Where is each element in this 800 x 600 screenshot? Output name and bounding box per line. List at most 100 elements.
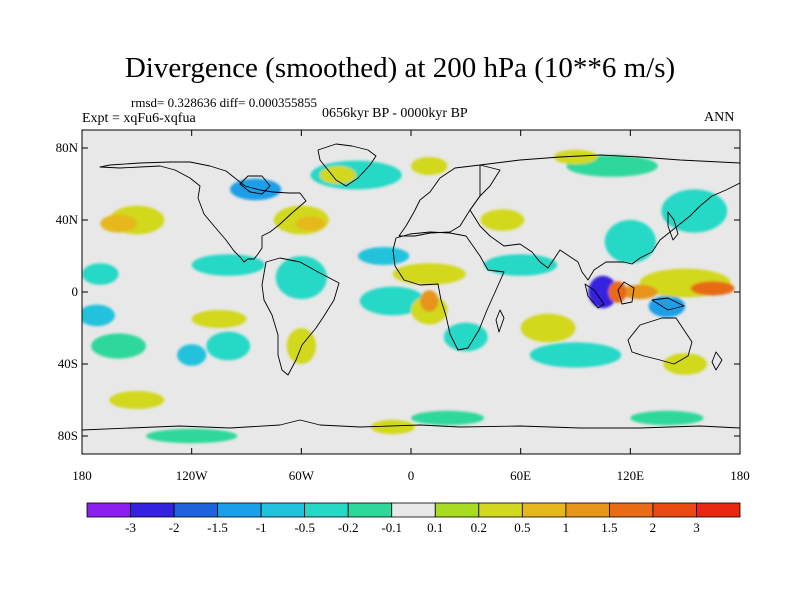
colorbar-swatch — [86, 502, 131, 518]
period-label: 0656kyr BP - 0000kyr BP — [322, 106, 468, 121]
anomaly-blob — [177, 344, 207, 366]
colorbar — [86, 502, 741, 518]
colorbar-tick-label: 1.5 — [601, 520, 618, 535]
lat-tick-label: 40N — [55, 212, 78, 227]
anomaly-blob — [392, 263, 466, 285]
anomaly-blob — [145, 428, 238, 444]
hudson-bay-coastline — [239, 175, 271, 195]
anomaly-blob — [480, 209, 525, 231]
anomaly-blob — [191, 254, 265, 276]
colorbar-tick-label: 1 — [562, 520, 570, 535]
colorbar-tick-label: 0.5 — [514, 520, 531, 535]
australia-coastline — [627, 317, 693, 365]
africa-coastline — [392, 231, 505, 351]
colorbar-tick-label: -0.5 — [294, 520, 315, 535]
experiment-label: Expt = xqFu6-xqfua — [82, 111, 196, 126]
colorbar-swatch — [434, 502, 480, 518]
lat-tick-label: 40S — [57, 356, 78, 371]
colorbar-tick-label: 3 — [693, 520, 700, 535]
colorbar-swatch — [130, 502, 175, 518]
anomaly-blob — [663, 353, 708, 375]
greenland-coastline — [317, 143, 377, 187]
lon-tick-label: 0 — [407, 468, 415, 483]
colorbar-swatch — [173, 502, 218, 518]
anomaly-blob — [553, 149, 598, 165]
colorbar-swatch — [391, 502, 436, 518]
lat-tick-label: 80S — [57, 428, 78, 443]
anomaly-blob — [484, 254, 558, 276]
divergence-field — [82, 149, 735, 444]
anomaly-blob — [359, 286, 426, 316]
plot-title: Divergence (smoothed) at 200 hPa (10**6 … — [124, 52, 676, 84]
anomaly-blob — [621, 284, 658, 300]
anomaly-blob — [230, 178, 282, 201]
coastlines — [82, 143, 740, 431]
anomaly-blob — [661, 189, 728, 233]
lon-tick-label: 120E — [616, 468, 645, 483]
stats-label: rmsd= 0.328636 diff= 0.000355855 — [131, 95, 317, 110]
anomaly-blob — [630, 410, 704, 426]
anomaly-blob — [520, 313, 576, 343]
colorbar-swatch — [478, 502, 523, 518]
colorbar-swatch — [347, 502, 393, 518]
colorbar-tick-label: -0.1 — [381, 520, 403, 535]
lat-tick-label: 80N — [55, 140, 78, 155]
colorbar-tick-label: -0.2 — [337, 520, 359, 535]
antarctica-coastline — [82, 419, 740, 431]
anomaly-blob — [690, 281, 735, 296]
anomaly-blob — [206, 331, 251, 361]
asia-coastline — [469, 154, 740, 281]
anomaly-blob — [295, 216, 326, 231]
anomaly-blob — [420, 290, 439, 312]
axis-ticks — [81, 130, 741, 454]
japan-coastline — [667, 211, 679, 241]
borneo-coastline — [617, 281, 635, 305]
colorbar-tick-label: -3 — [125, 520, 136, 535]
colorbar-swatch — [304, 502, 349, 518]
lon-tick-label: 60E — [510, 468, 532, 483]
colorbar-tick-label: -1.5 — [207, 520, 228, 535]
anomaly-blob — [275, 256, 327, 300]
anomaly-blob — [357, 247, 410, 265]
colorbar-swatch — [652, 502, 697, 518]
lon-tick-label: 60W — [288, 468, 314, 483]
anomaly-blob — [411, 410, 485, 426]
anomaly-blob — [191, 310, 247, 328]
anomaly-blob — [588, 275, 618, 309]
anomaly-blob — [91, 333, 146, 359]
colorbar-tick-label: -1 — [255, 520, 267, 535]
anomaly-blob — [648, 295, 686, 318]
colorbar-swatch — [260, 502, 306, 518]
season-label: ANN — [704, 110, 735, 125]
anomaly-blob — [443, 322, 488, 352]
madagascar-coastline — [495, 309, 505, 333]
north-america-coastline — [99, 161, 307, 263]
south-america-coastline — [261, 257, 340, 376]
colorbar-swatch — [217, 502, 262, 518]
lon-tick-label: 120W — [175, 468, 208, 483]
colorbar-swatch — [696, 502, 741, 518]
colorbar-tick-label: 2 — [649, 520, 657, 535]
lon-tick-label: 180 — [730, 468, 750, 483]
new-zealand-coastline — [711, 351, 723, 371]
lat-tick-label: 0 — [71, 284, 79, 299]
lon-tick-label: 180 — [72, 468, 92, 483]
colorbar-swatch — [609, 502, 654, 518]
colorbar-swatch — [565, 502, 610, 518]
colorbar-tick-label: -2 — [168, 520, 180, 535]
colorbar-tick-label: 0.2 — [470, 520, 487, 535]
anomaly-blob — [529, 342, 622, 368]
sumatra-coastline — [584, 283, 605, 309]
colorbar-swatch — [521, 502, 567, 518]
anomaly-blob — [411, 157, 448, 175]
anomaly-blob — [82, 263, 119, 285]
anomaly-blob — [604, 220, 656, 264]
anomaly-blob — [370, 419, 415, 435]
anomaly-blob — [608, 281, 627, 303]
new-guinea-coastline — [651, 297, 685, 311]
anomaly-blob — [82, 304, 115, 327]
anomaly-blob — [100, 214, 137, 233]
anomaly-blob — [109, 391, 165, 409]
colorbar-tick-label: 0.1 — [427, 520, 444, 535]
